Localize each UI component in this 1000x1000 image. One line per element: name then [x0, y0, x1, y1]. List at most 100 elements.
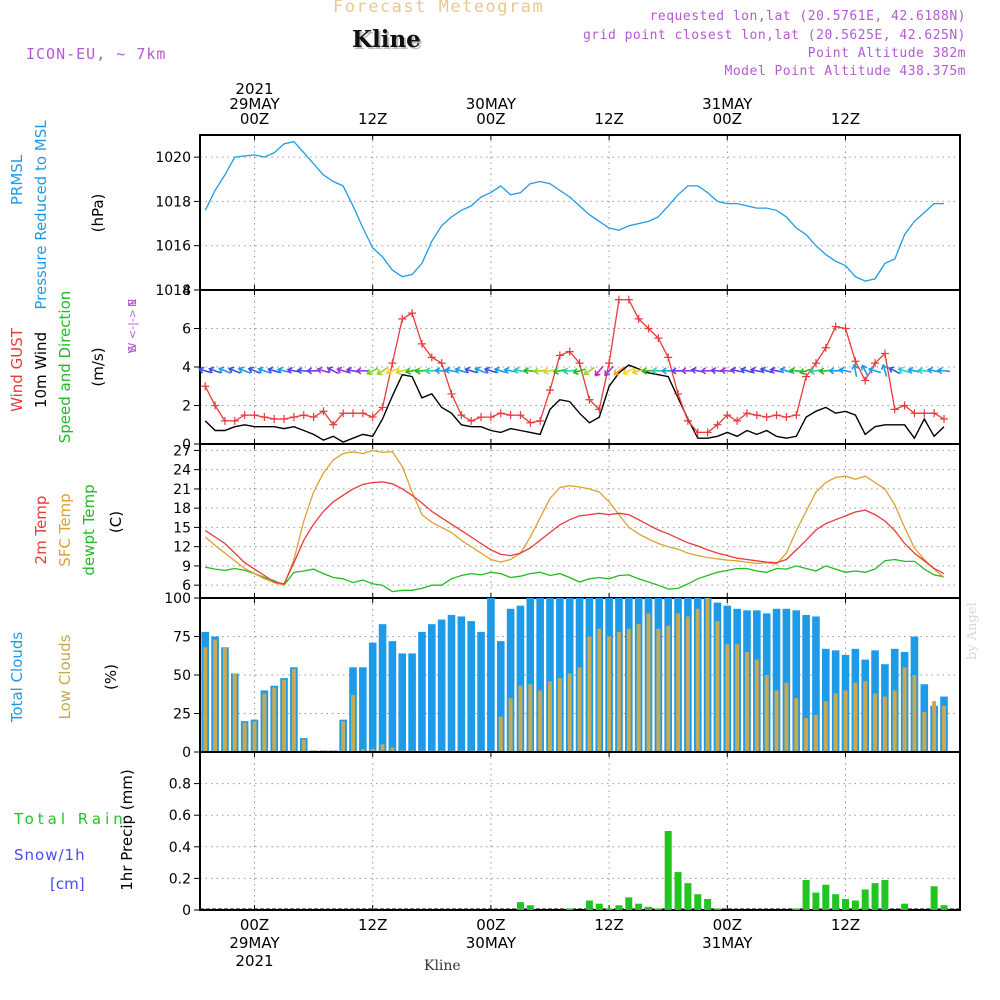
wind-direction-arrow — [808, 367, 822, 375]
wind-direction-arrow — [326, 366, 340, 375]
temp-2m-line — [204, 481, 945, 585]
total-cloud-bar — [398, 653, 407, 752]
wind-gust-point — [782, 413, 791, 422]
top-time-label: 31MAY — [702, 95, 753, 113]
low-cloud-bar — [607, 636, 612, 752]
total-cloud-bar — [812, 616, 820, 752]
wind-gust-line — [204, 298, 945, 434]
rain-bar — [851, 900, 859, 910]
low-cloud-bar — [813, 715, 818, 752]
wind-gust-point — [634, 314, 643, 323]
pressure-axis-label: Pressure Reduced to MSL — [32, 120, 50, 310]
wind-gust-point — [526, 418, 535, 427]
wind-gust-point — [831, 322, 840, 331]
low-cloud-bar — [548, 681, 552, 752]
low-cloud-bar — [804, 718, 809, 752]
wind-panel-ytick-label: 8 — [182, 283, 191, 299]
total-cloud-bar — [418, 631, 426, 752]
wind-gust-point — [339, 409, 348, 418]
rain-bar — [802, 879, 810, 910]
bottom-time-label: 2021 — [235, 952, 273, 970]
low-cloud-bar — [764, 675, 769, 752]
low-cloud-bar — [538, 690, 543, 752]
precip-unit-label: 1hr Precip (mm) — [118, 769, 136, 890]
low-cloud-bar — [873, 693, 878, 752]
precip-panel-ytick-label: 0 — [182, 903, 191, 919]
wind-direction-arrow — [208, 366, 222, 374]
low-cloud-bar — [518, 685, 523, 752]
rain-bar — [566, 908, 574, 910]
chart-title: Forecast Meteogram — [333, 0, 545, 17]
precip-axis-label: [cm] — [50, 875, 85, 893]
wind-direction-arrow — [888, 366, 901, 375]
low-cloud-bar — [616, 631, 621, 752]
wind-gust-point — [516, 411, 525, 420]
rain-bar — [940, 905, 948, 910]
total-cloud-bar — [822, 648, 830, 752]
wind-gust-point — [555, 351, 564, 360]
wind-gust-point — [841, 324, 850, 333]
wind-direction-arrow — [749, 366, 763, 374]
wind-gust-point — [664, 353, 673, 362]
total-cloud-bar — [408, 653, 416, 752]
top-time-label: 12Z — [594, 110, 623, 128]
precip-panel: 0 0.2 0.4 0.6 0.8 — [169, 751, 961, 919]
wind-direction-arrow — [562, 367, 576, 375]
wind-gust-point — [772, 411, 781, 420]
low-cloud-bar — [252, 721, 257, 752]
wind-direction-arrow — [572, 368, 586, 376]
rain-bar — [585, 900, 593, 910]
precip-panel-ytick-label: 0.6 — [169, 808, 191, 824]
rain-bar — [516, 902, 524, 910]
temperature-panel: 6 9 12 15 18 21 24 27 — [173, 443, 961, 599]
wind-direction-arrow — [218, 366, 231, 374]
rain-bar — [792, 908, 800, 910]
low-cloud-bar — [242, 722, 247, 752]
low-cloud-bar — [390, 747, 395, 752]
low-cloud-bar — [301, 739, 306, 752]
point-altitude: Point Altitude 382m — [807, 46, 966, 61]
wind-direction-arrow — [464, 366, 478, 374]
wind-direction-arrow — [444, 366, 458, 374]
low-cloud-bar — [262, 693, 267, 752]
wind-direction-arrow — [198, 366, 212, 374]
wind-gust-point — [427, 353, 436, 362]
low-cloud-bar — [705, 598, 710, 752]
cloud-panel-ytick-label: 0 — [182, 745, 191, 761]
wind-direction-arrow — [604, 365, 614, 377]
wind-gust-point — [280, 414, 289, 423]
wind-panel: 0 2 4 6 8 — [182, 283, 961, 453]
temperature-panel-ytick-label: 6 — [182, 578, 191, 594]
bottom-time-label: 12Z — [358, 916, 387, 934]
wind-gust-point — [802, 372, 811, 381]
wind-direction-arrow — [838, 366, 852, 374]
rain-bar — [881, 879, 889, 910]
wind-gust-point — [920, 409, 929, 418]
wind-axis-label: 10m Wind — [32, 332, 50, 408]
cloud-panel-ytick-label: 50 — [173, 668, 191, 684]
wind-gust-point — [614, 295, 623, 304]
wind-direction-arrow — [926, 366, 941, 374]
total-cloud-bar — [477, 631, 485, 752]
wind-direction-arrow — [631, 368, 645, 376]
total-cloud-bar — [378, 624, 387, 752]
wind-speed-line — [204, 364, 945, 443]
wind-gust-point — [506, 411, 515, 420]
wind-direction-arrow — [799, 368, 813, 376]
wind-gust-point — [260, 413, 269, 422]
wind-gust-point — [811, 359, 820, 368]
pressure-panel: 1014 1016 1018 1020 — [155, 134, 961, 299]
wind-gust-point — [358, 409, 367, 418]
low-cloud-bar — [528, 684, 533, 752]
rain-bar — [694, 894, 702, 910]
top-time-label: 00Z — [240, 110, 269, 128]
low-cloud-bar — [863, 681, 868, 752]
temperature-axis-label: SFC Temp — [56, 493, 74, 566]
total-cloud-bar — [772, 608, 781, 752]
wind-gust-point — [595, 405, 604, 414]
wind-gust-point — [457, 411, 466, 420]
wind-gust-point — [486, 413, 495, 422]
wind-direction-arrow — [355, 367, 369, 375]
wind-gust-point — [733, 416, 742, 425]
low-cloud-bar — [656, 628, 661, 752]
